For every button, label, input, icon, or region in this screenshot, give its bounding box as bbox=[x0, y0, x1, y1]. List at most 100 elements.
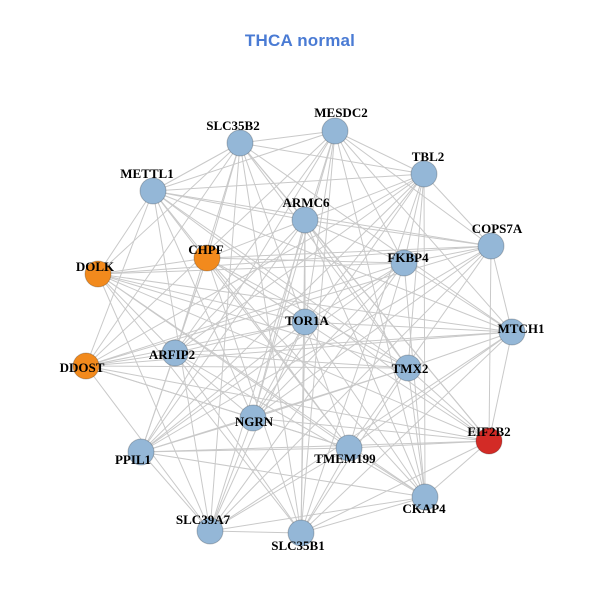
edge-MESDC2-SLC39A7 bbox=[209, 130, 336, 532]
edge-MTCH1-DDOST bbox=[85, 331, 513, 367]
edge-FKBP4-NGRN bbox=[252, 262, 405, 419]
edge-EIF2B2-PPIL1 bbox=[140, 440, 490, 453]
edge-ARMC6-PPIL1 bbox=[140, 219, 306, 453]
edge-DOLK-ARFIP2 bbox=[97, 273, 176, 354]
edge-TOR1A-CKAP4 bbox=[304, 321, 426, 498]
edge-TOR1A-MTCH1 bbox=[304, 321, 513, 333]
node-MTCH1 bbox=[498, 318, 526, 346]
node-label-TBL2: TBL2 bbox=[412, 149, 445, 164]
edge-MTCH1-TMEM199 bbox=[348, 331, 513, 449]
node-CHPF bbox=[193, 244, 221, 272]
edge-METTL1-TMEM199 bbox=[152, 190, 350, 449]
edge-COPS7A-EIF2B2 bbox=[488, 245, 492, 442]
edge-COPS7A-MTCH1 bbox=[490, 245, 513, 333]
node-TBL2 bbox=[410, 160, 438, 188]
edge-DDOST-TMX2 bbox=[85, 365, 409, 369]
edge-TBL2-DDOST bbox=[85, 173, 425, 367]
edge-TBL2-SLC35B1 bbox=[300, 173, 425, 534]
node-COPS7A bbox=[477, 232, 505, 260]
edge-EIF2B2-SLC35B1 bbox=[300, 440, 490, 534]
edge-SLC35B2-MTCH1 bbox=[239, 142, 513, 333]
edge-MTCH1-SLC35B1 bbox=[300, 331, 513, 534]
edge-FKBP4-DOLK bbox=[97, 262, 405, 275]
edge-TOR1A-NGRN bbox=[252, 321, 306, 419]
edge-SLC35B2-METTL1 bbox=[152, 142, 241, 192]
edge-NGRN-TMEM199 bbox=[252, 417, 350, 449]
node-DDOST bbox=[72, 352, 100, 380]
edge-COPS7A-TMEM199 bbox=[348, 245, 492, 449]
node-label-TMX2: TMX2 bbox=[392, 361, 429, 376]
edge-CHPF-DOLK bbox=[97, 257, 208, 275]
edge-SLC39A7-SLC35B1 bbox=[209, 530, 302, 534]
labels-layer: MESDC2 SLC35B2 TBL2 METTL1 ARMC6 COPS7A CHPF FK… bbox=[60, 105, 545, 553]
node-label-PPIL1: PPIL1 bbox=[115, 452, 151, 467]
edge-FKBP4-MTCH1 bbox=[403, 262, 513, 333]
edge-PPIL1-CKAP4 bbox=[140, 451, 426, 498]
edge-ARMC6-TMX2 bbox=[304, 219, 409, 369]
node-label-METTL1: METTL1 bbox=[120, 166, 173, 181]
edge-MESDC2-CKAP4 bbox=[334, 130, 426, 498]
edge-EIF2B2-TMEM199 bbox=[348, 440, 490, 449]
node-EIF2B2 bbox=[475, 427, 503, 455]
edge-TMX2-EIF2B2 bbox=[407, 367, 490, 442]
edge-ARFIP2-TMX2 bbox=[174, 352, 409, 369]
edge-SLC35B2-TBL2 bbox=[239, 142, 425, 175]
edge-CHPF-CKAP4 bbox=[206, 257, 426, 498]
edge-TBL2-ARMC6 bbox=[304, 173, 425, 221]
edge-TBL2-FKBP4 bbox=[403, 173, 425, 264]
node-label-SLC39A7: SLC39A7 bbox=[176, 512, 231, 527]
edge-TBL2-COPS7A bbox=[423, 173, 492, 247]
edge-CHPF-FKBP4 bbox=[206, 257, 405, 264]
edge-METTL1-NGRN bbox=[152, 190, 254, 419]
edge-DOLK-TOR1A bbox=[97, 273, 306, 323]
edge-MESDC2-SLC35B1 bbox=[300, 130, 336, 534]
edge-FKBP4-TMEM199 bbox=[348, 262, 405, 449]
node-label-CKAP4: CKAP4 bbox=[402, 501, 446, 516]
node-label-COPS7A: COPS7A bbox=[472, 221, 523, 236]
edge-EIF2B2-CKAP4 bbox=[424, 440, 490, 498]
edge-METTL1-TMX2 bbox=[152, 190, 409, 369]
edge-MESDC2-SLC35B2 bbox=[239, 130, 336, 144]
node-SLC35B1 bbox=[287, 519, 315, 547]
edge-MTCH1-EIF2B2 bbox=[488, 331, 513, 442]
edge-DOLK-TMX2 bbox=[97, 273, 409, 369]
node-label-FKBP4: FKBP4 bbox=[387, 250, 429, 265]
edge-TMX2-CKAP4 bbox=[407, 367, 426, 498]
edge-DOLK-EIF2B2 bbox=[97, 273, 490, 442]
node-label-DOLK: DOLK bbox=[76, 259, 115, 274]
edge-TBL2-METTL1 bbox=[152, 173, 425, 192]
edge-MESDC2-MTCH1 bbox=[334, 130, 513, 333]
edge-FKBP4-CKAP4 bbox=[403, 262, 426, 498]
edge-ARMC6-CHPF bbox=[206, 219, 306, 259]
edge-CKAP4-SLC39A7 bbox=[209, 496, 426, 532]
node-METTL1 bbox=[139, 177, 167, 205]
edge-SLC35B2-DDOST bbox=[85, 142, 241, 367]
edge-TBL2-CKAP4 bbox=[423, 173, 426, 498]
edge-COPS7A-DDOST bbox=[85, 245, 492, 367]
edge-TBL2-ARFIP2 bbox=[174, 173, 425, 354]
node-label-NGRN: NGRN bbox=[235, 414, 274, 429]
node-label-TMEM199: TMEM199 bbox=[314, 451, 376, 466]
edge-SLC35B2-DOLK bbox=[97, 142, 241, 275]
edge-TOR1A-PPIL1 bbox=[140, 321, 306, 453]
node-TOR1A bbox=[291, 308, 319, 336]
edge-TMEM199-SLC35B1 bbox=[300, 447, 350, 534]
node-label-CHPF: CHPF bbox=[188, 242, 223, 257]
node-PPIL1 bbox=[127, 438, 155, 466]
edge-TBL2-PPIL1 bbox=[140, 173, 425, 453]
edge-MESDC2-NGRN bbox=[252, 130, 336, 419]
edge-METTL1-ARMC6 bbox=[152, 190, 306, 221]
node-label-ARMC6: ARMC6 bbox=[283, 195, 330, 210]
edge-SLC35B2-EIF2B2 bbox=[239, 142, 490, 442]
edge-METTL1-EIF2B2 bbox=[152, 190, 490, 442]
edge-FKBP4-SLC39A7 bbox=[209, 262, 405, 532]
edge-TOR1A-ARFIP2 bbox=[174, 321, 306, 354]
edge-ARMC6-ARFIP2 bbox=[174, 219, 306, 354]
node-label-DDOST: DDOST bbox=[60, 360, 105, 375]
edge-MESDC2-FKBP4 bbox=[334, 130, 405, 264]
edge-TOR1A-DDOST bbox=[85, 321, 306, 367]
edge-FKBP4-PPIL1 bbox=[140, 262, 405, 453]
node-label-ARFIP2: ARFIP2 bbox=[149, 347, 195, 362]
node-label-MTCH1: MTCH1 bbox=[498, 321, 545, 336]
